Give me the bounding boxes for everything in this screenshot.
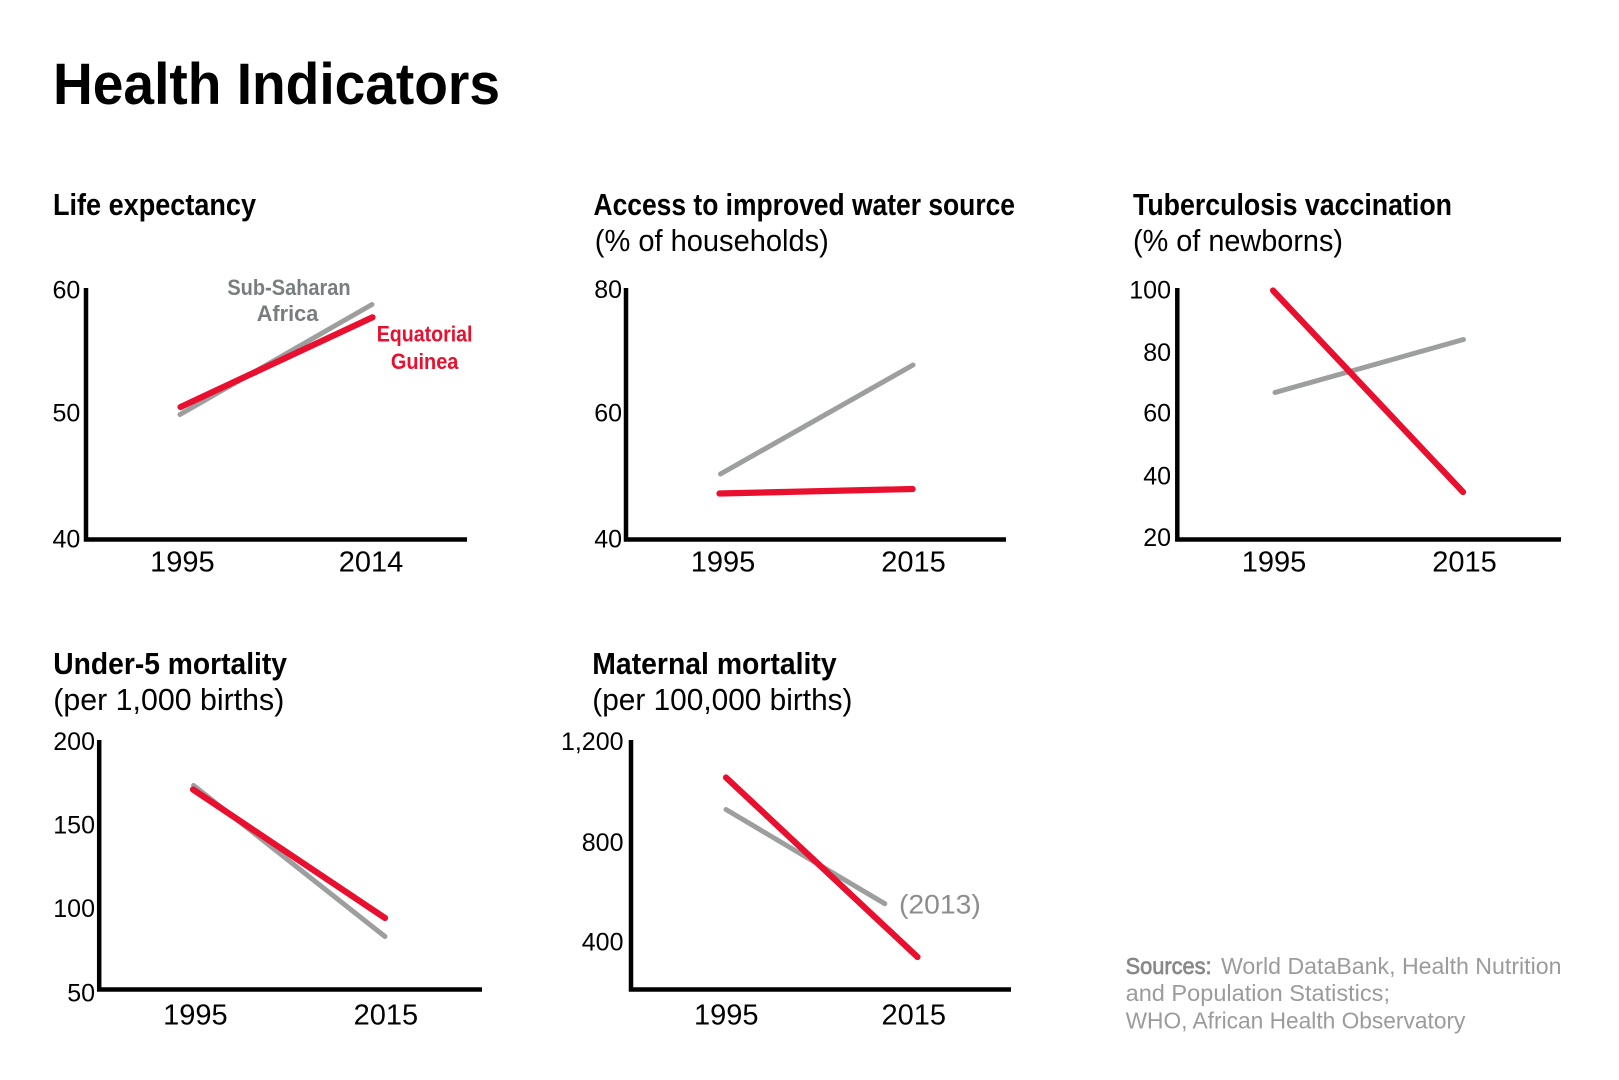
svg-text:Maternal mortality: Maternal mortality xyxy=(592,646,837,681)
svg-text:2015: 2015 xyxy=(881,547,946,579)
svg-text:1,200: 1,200 xyxy=(561,728,624,756)
svg-text:Life expectancy: Life expectancy xyxy=(53,187,257,222)
svg-text:60: 60 xyxy=(1143,399,1171,427)
svg-text:Access to improved water sourc: Access to improved water source xyxy=(594,187,1016,222)
svg-text:(2013): (2013) xyxy=(899,890,981,920)
svg-text:2015: 2015 xyxy=(882,1000,947,1032)
svg-text:2014: 2014 xyxy=(339,547,404,579)
svg-text:WHO, African Health Observator: WHO, African Health Observatory xyxy=(1126,1008,1466,1034)
svg-text:80: 80 xyxy=(594,276,622,304)
svg-text:1995: 1995 xyxy=(163,1000,228,1032)
svg-text:100: 100 xyxy=(53,895,95,923)
svg-text:Under-5 mortality: Under-5 mortality xyxy=(53,646,287,681)
svg-text:1995: 1995 xyxy=(694,1000,759,1032)
svg-text:Sources:: Sources: xyxy=(1126,953,1212,979)
svg-text:1995: 1995 xyxy=(150,547,215,579)
svg-text:and Population Statistics;: and Population Statistics; xyxy=(1126,980,1390,1006)
svg-text:Guinea: Guinea xyxy=(391,349,459,374)
svg-text:400: 400 xyxy=(582,929,624,957)
svg-text:(% of households): (% of households) xyxy=(595,223,829,258)
svg-text:80: 80 xyxy=(1143,339,1171,367)
svg-text:200: 200 xyxy=(53,728,95,756)
svg-text:Tuberculosis vaccination: Tuberculosis vaccination xyxy=(1133,187,1452,222)
svg-text:(per 1,000 births): (per 1,000 births) xyxy=(53,682,284,717)
svg-text:2015: 2015 xyxy=(354,1000,419,1032)
svg-text:(per 100,000 births): (per 100,000 births) xyxy=(592,682,852,717)
svg-text:Equatorial: Equatorial xyxy=(377,322,473,347)
svg-text:Africa: Africa xyxy=(257,301,319,326)
svg-text:50: 50 xyxy=(67,980,95,1008)
svg-text:40: 40 xyxy=(52,525,80,553)
svg-text:20: 20 xyxy=(1143,524,1171,552)
svg-text:Health Indicators: Health Indicators xyxy=(53,52,500,117)
svg-text:60: 60 xyxy=(594,399,622,427)
svg-text:Sub-Saharan: Sub-Saharan xyxy=(227,275,350,300)
svg-text:150: 150 xyxy=(53,812,95,840)
svg-text:2015: 2015 xyxy=(1432,547,1497,579)
svg-text:(% of newborns): (% of newborns) xyxy=(1133,223,1343,258)
svg-text:40: 40 xyxy=(594,525,622,553)
svg-text:1995: 1995 xyxy=(1242,547,1307,579)
svg-text:800: 800 xyxy=(582,829,624,857)
svg-text:40: 40 xyxy=(1143,462,1171,490)
svg-text:World DataBank, Health Nutriti: World DataBank, Health Nutrition xyxy=(1221,953,1562,979)
svg-text:50: 50 xyxy=(52,399,80,427)
svg-text:1995: 1995 xyxy=(691,547,756,579)
svg-text:60: 60 xyxy=(52,277,80,305)
svg-text:100: 100 xyxy=(1129,277,1171,305)
